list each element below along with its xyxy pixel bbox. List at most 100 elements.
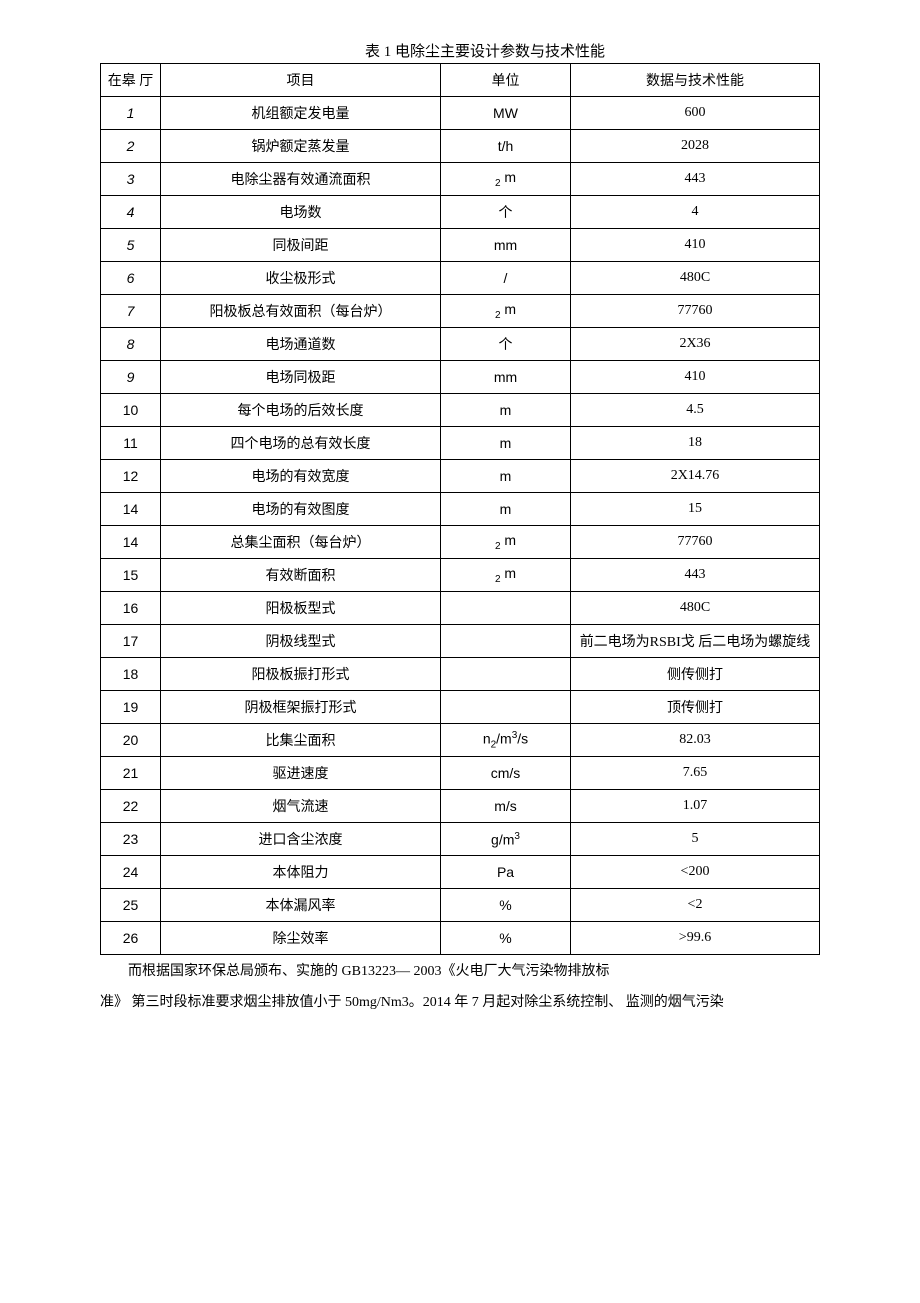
cell-unit: 2 m [441, 163, 571, 196]
table-row: 1机组额定发电量MW600 [101, 97, 820, 130]
cell-unit: mm [441, 361, 571, 394]
cell-data: 前二电场为RSBI戈 后二电场为螺旋线 [571, 625, 820, 658]
cell-data: 顶传侧打 [571, 691, 820, 724]
cell-unit: t/h [441, 130, 571, 163]
table-title: 表 1 电除尘主要设计参数与技术性能 [100, 40, 820, 61]
cell-unit: mm [441, 229, 571, 262]
cell-seq: 23 [101, 823, 161, 856]
cell-item: 烟气流速 [161, 790, 441, 823]
table-row: 26除尘效率%>99.6 [101, 922, 820, 955]
cell-data: 600 [571, 97, 820, 130]
table-row: 11四个电场的总有效长度m18 [101, 427, 820, 460]
cell-data: 410 [571, 361, 820, 394]
cell-data: 2X14.76 [571, 460, 820, 493]
cell-unit: cm/s [441, 757, 571, 790]
table-row: 20比集尘面积n2/m3/s82.03 [101, 724, 820, 757]
cell-seq: 18 [101, 658, 161, 691]
cell-seq: 6 [101, 262, 161, 295]
cell-unit: m/s [441, 790, 571, 823]
cell-unit: g/m3 [441, 823, 571, 856]
cell-seq: 16 [101, 592, 161, 625]
cell-unit: 2 m [441, 295, 571, 328]
cell-data: 2028 [571, 130, 820, 163]
table-row: 4电场数个4 [101, 196, 820, 229]
cell-item: 收尘极形式 [161, 262, 441, 295]
cell-data: <2 [571, 889, 820, 922]
cell-unit: 2 m [441, 559, 571, 592]
cell-data: 2X36 [571, 328, 820, 361]
cell-seq: 1 [101, 97, 161, 130]
cell-unit: MW [441, 97, 571, 130]
table-row: 14总集尘面积（每台炉）2 m77760 [101, 526, 820, 559]
cell-item: 除尘效率 [161, 922, 441, 955]
footer-paragraph: 而根据国家环保总局颁布、实施的 GB13223— 2003《火电厂大气污染物排放… [100, 957, 820, 1019]
cell-item: 锅炉额定蒸发量 [161, 130, 441, 163]
cell-item: 电场同极距 [161, 361, 441, 394]
table-row: 19阴极框架振打形式 顶传侧打 [101, 691, 820, 724]
table-row: 3电除尘器有效通流面积2 m443 [101, 163, 820, 196]
table-row: 21驱进速度cm/s7.65 [101, 757, 820, 790]
cell-item: 阳极板型式 [161, 592, 441, 625]
cell-item: 电场数 [161, 196, 441, 229]
cell-seq: 24 [101, 856, 161, 889]
cell-data: 4.5 [571, 394, 820, 427]
cell-unit [441, 592, 571, 625]
cell-item: 机组额定发电量 [161, 97, 441, 130]
cell-unit: 个 [441, 196, 571, 229]
cell-item: 每个电场的后效长度 [161, 394, 441, 427]
header-item: 项目 [161, 64, 441, 97]
cell-unit: % [441, 922, 571, 955]
cell-seq: 26 [101, 922, 161, 955]
cell-seq: 7 [101, 295, 161, 328]
table-row: 14电场的有效图度m15 [101, 493, 820, 526]
cell-seq: 19 [101, 691, 161, 724]
table-row: 5同极间距mm410 [101, 229, 820, 262]
cell-seq: 10 [101, 394, 161, 427]
cell-unit: 个 [441, 328, 571, 361]
cell-seq: 21 [101, 757, 161, 790]
cell-data: 侧传侧打 [571, 658, 820, 691]
table-row: 10每个电场的后效长度m4.5 [101, 394, 820, 427]
cell-seq: 25 [101, 889, 161, 922]
cell-item: 电场通道数 [161, 328, 441, 361]
cell-seq: 5 [101, 229, 161, 262]
cell-seq: 11 [101, 427, 161, 460]
cell-item: 阳极板总有效面积（每台炉） [161, 295, 441, 328]
cell-data: 1.07 [571, 790, 820, 823]
table-row: 24本体阻力Pa<200 [101, 856, 820, 889]
cell-item: 比集尘面积 [161, 724, 441, 757]
cell-unit: m [441, 394, 571, 427]
cell-data: 4 [571, 196, 820, 229]
table-row: 25本体漏风率%<2 [101, 889, 820, 922]
table-row: 2锅炉额定蒸发量t/h2028 [101, 130, 820, 163]
table-header-row: 在皋 厅 项目 单位 数据与技术性能 [101, 64, 820, 97]
cell-item: 阴极线型式 [161, 625, 441, 658]
cell-item: 有效断面积 [161, 559, 441, 592]
cell-data: >99.6 [571, 922, 820, 955]
cell-item: 同极间距 [161, 229, 441, 262]
cell-data: 77760 [571, 526, 820, 559]
cell-unit: m [441, 493, 571, 526]
table-row: 12电场的有效宽度m2X14.76 [101, 460, 820, 493]
cell-item: 阴极框架振打形式 [161, 691, 441, 724]
cell-seq: 3 [101, 163, 161, 196]
cell-seq: 8 [101, 328, 161, 361]
cell-seq: 22 [101, 790, 161, 823]
footer-line-1: 而根据国家环保总局颁布、实施的 GB13223— 2003《火电厂大气污染物排放… [100, 957, 820, 988]
cell-data: 480C [571, 262, 820, 295]
cell-data: 410 [571, 229, 820, 262]
cell-seq: 14 [101, 526, 161, 559]
cell-item: 进口含尘浓度 [161, 823, 441, 856]
cell-item: 本体漏风率 [161, 889, 441, 922]
table-row: 8电场通道数个2X36 [101, 328, 820, 361]
cell-unit: m [441, 460, 571, 493]
table-row: 18阳极板振打形式侧传侧打 [101, 658, 820, 691]
cell-data: 15 [571, 493, 820, 526]
table-row: 15有效断面积2 m443 [101, 559, 820, 592]
cell-unit: m [441, 427, 571, 460]
cell-item: 驱进速度 [161, 757, 441, 790]
cell-data: 443 [571, 163, 820, 196]
table-row: 7阳极板总有效面积（每台炉）2 m77760 [101, 295, 820, 328]
cell-data: 480C [571, 592, 820, 625]
table-row: 16阳极板型式 480C [101, 592, 820, 625]
